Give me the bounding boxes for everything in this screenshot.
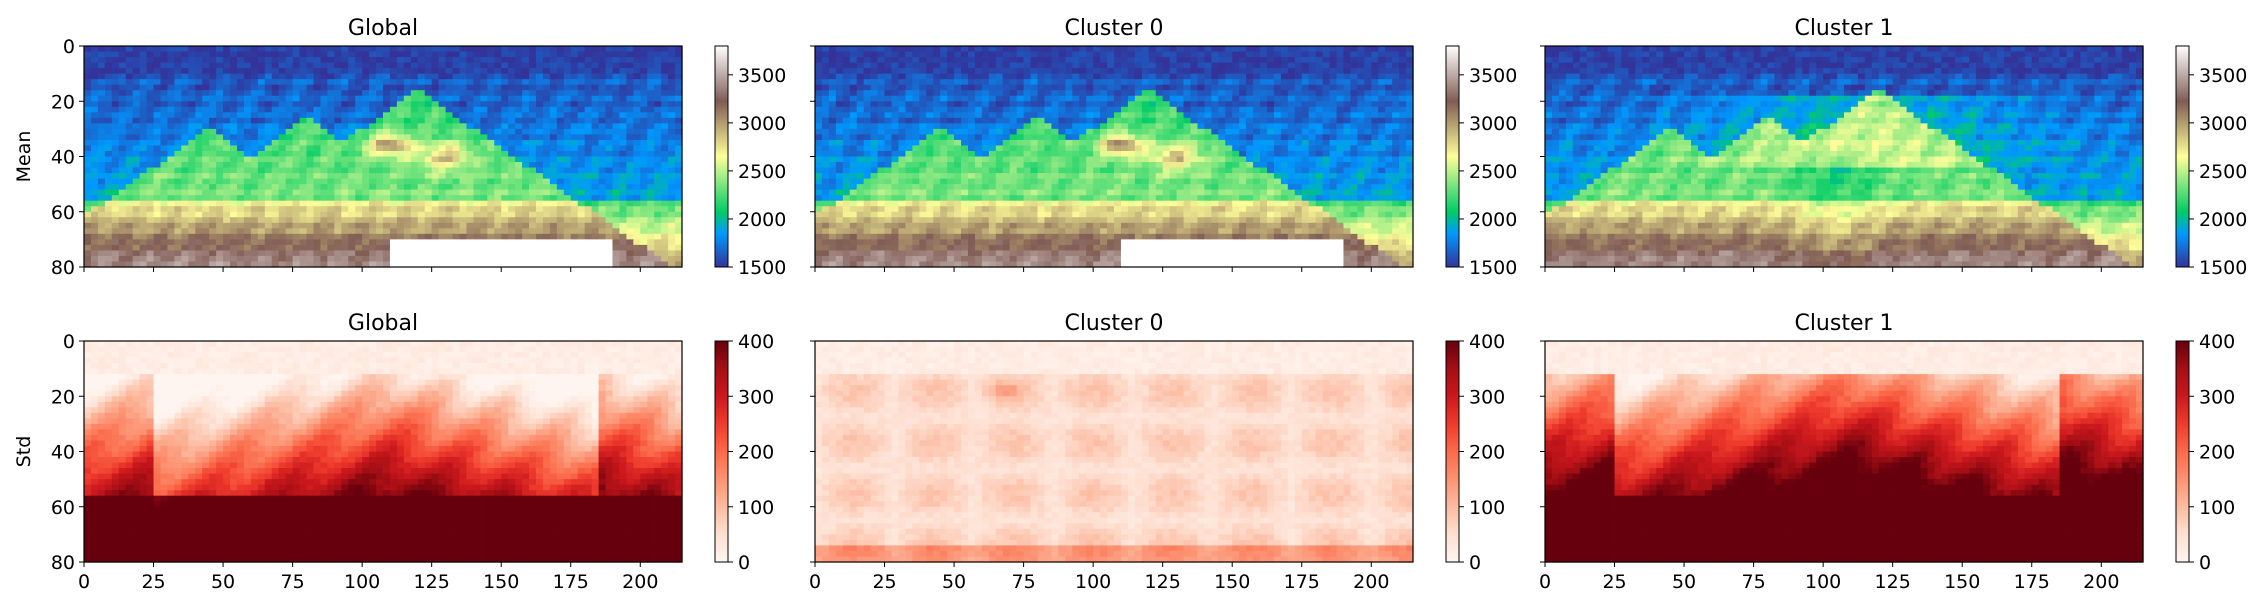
colorbar-tick-label: 2000 [738, 209, 786, 231]
x-tick-label: 75 [1742, 571, 1766, 593]
colorbar-tick-label: 2500 [1469, 161, 1517, 183]
y-tick-label: 0 [63, 331, 75, 353]
colorbar-tick-label: 400 [1469, 331, 1505, 353]
x-tick-label: 125 [1875, 571, 1911, 593]
x-tick-label: 100 [344, 571, 380, 593]
x-tick-label: 200 [1353, 571, 1389, 593]
colorbar-tick-label: 2500 [738, 161, 786, 183]
heatmap-cells [815, 341, 1414, 563]
colorbar-tick-label: 200 [2199, 442, 2235, 464]
panel-title: Global [348, 16, 418, 41]
colorbar [2175, 340, 2190, 563]
x-tick-label: 0 [78, 571, 90, 593]
colorbar-tick-label: 300 [1469, 386, 1505, 408]
x-tick-label: 50 [942, 571, 966, 593]
colorbar-tick-label: 100 [2199, 497, 2235, 519]
x-tick-label: 200 [622, 571, 658, 593]
y-tick-label: 20 [51, 91, 75, 113]
x-tick-label: 125 [414, 571, 450, 593]
x-tick-label: 50 [1672, 571, 1696, 593]
x-tick-label: 25 [141, 571, 165, 593]
heatmap-cells [1545, 341, 2144, 563]
colorbar-tick-label: 3000 [1469, 113, 1517, 135]
colorbar-tick-label: 2500 [2199, 161, 2247, 183]
x-tick-label: 200 [2083, 571, 2119, 593]
x-tick-label: 175 [1284, 571, 1320, 593]
colorbar-tick-label: 3000 [2199, 113, 2247, 135]
colorbar-tick-label: 100 [1469, 497, 1505, 519]
heatmap-cells [815, 46, 1414, 268]
colorbar-tick-label: 3500 [1469, 65, 1517, 87]
colorbar-tick-label: 200 [738, 442, 774, 464]
colorbar-tick-label: 200 [1469, 442, 1505, 464]
x-tick-label: 150 [1214, 571, 1250, 593]
x-tick-label: 0 [809, 571, 821, 593]
colorbar-tick-label: 400 [2199, 331, 2235, 353]
heatmap-cells [84, 341, 683, 563]
colorbar-tick-label: 1500 [1469, 257, 1517, 279]
x-tick-label: 175 [2014, 571, 2050, 593]
y-tick-label: 80 [51, 552, 75, 574]
x-tick-label: 150 [1944, 571, 1980, 593]
y-tick-label: 40 [51, 147, 75, 169]
panel-title: Global [348, 311, 418, 336]
colorbar [1445, 340, 1460, 563]
colorbar-tick-label: 1500 [2199, 257, 2247, 279]
colorbar [714, 340, 729, 563]
x-tick-label: 150 [483, 571, 519, 593]
panel-title: Cluster 0 [1064, 16, 1163, 41]
x-tick-label: 100 [1075, 571, 1111, 593]
colorbar [714, 45, 729, 268]
x-tick-label: 100 [1805, 571, 1841, 593]
colorbar-tick-label: 0 [738, 552, 750, 574]
x-tick-label: 175 [553, 571, 589, 593]
x-tick-label: 0 [1539, 571, 1551, 593]
x-tick-label: 25 [872, 571, 896, 593]
colorbar-tick-label: 300 [2199, 386, 2235, 408]
colorbar [1445, 45, 1460, 268]
heatmap-cells [1545, 46, 2144, 268]
x-tick-label: 125 [1145, 571, 1181, 593]
row-label: Std [13, 436, 35, 468]
colorbar-tick-label: 100 [738, 497, 774, 519]
colorbar-tick-label: 300 [738, 386, 774, 408]
colorbar-tick-label: 3500 [738, 65, 786, 87]
colorbar-tick-label: 3500 [2199, 65, 2247, 87]
y-tick-label: 0 [63, 36, 75, 58]
panel-title: Cluster 0 [1064, 311, 1163, 336]
panel-title: Cluster 1 [1794, 311, 1893, 336]
y-tick-label: 80 [51, 257, 75, 279]
x-tick-label: 75 [1012, 571, 1036, 593]
panel-title: Cluster 1 [1794, 16, 1893, 41]
y-tick-label: 60 [51, 202, 75, 224]
heatmap-cells [84, 46, 683, 268]
x-tick-label: 75 [281, 571, 305, 593]
colorbar-tick-label: 2000 [1469, 209, 1517, 231]
row-label: Mean [13, 131, 35, 183]
y-tick-label: 20 [51, 386, 75, 408]
colorbar-tick-label: 1500 [738, 257, 786, 279]
colorbar-tick-label: 0 [1469, 552, 1481, 574]
colorbar-tick-label: 3000 [738, 113, 786, 135]
colorbar-tick-label: 2000 [2199, 209, 2247, 231]
x-tick-label: 25 [1602, 571, 1626, 593]
y-tick-label: 40 [51, 442, 75, 464]
colorbar-tick-label: 0 [2199, 552, 2211, 574]
colorbar [2175, 45, 2190, 268]
y-tick-label: 60 [51, 497, 75, 519]
colorbar-tick-label: 400 [738, 331, 774, 353]
x-tick-label: 50 [211, 571, 235, 593]
